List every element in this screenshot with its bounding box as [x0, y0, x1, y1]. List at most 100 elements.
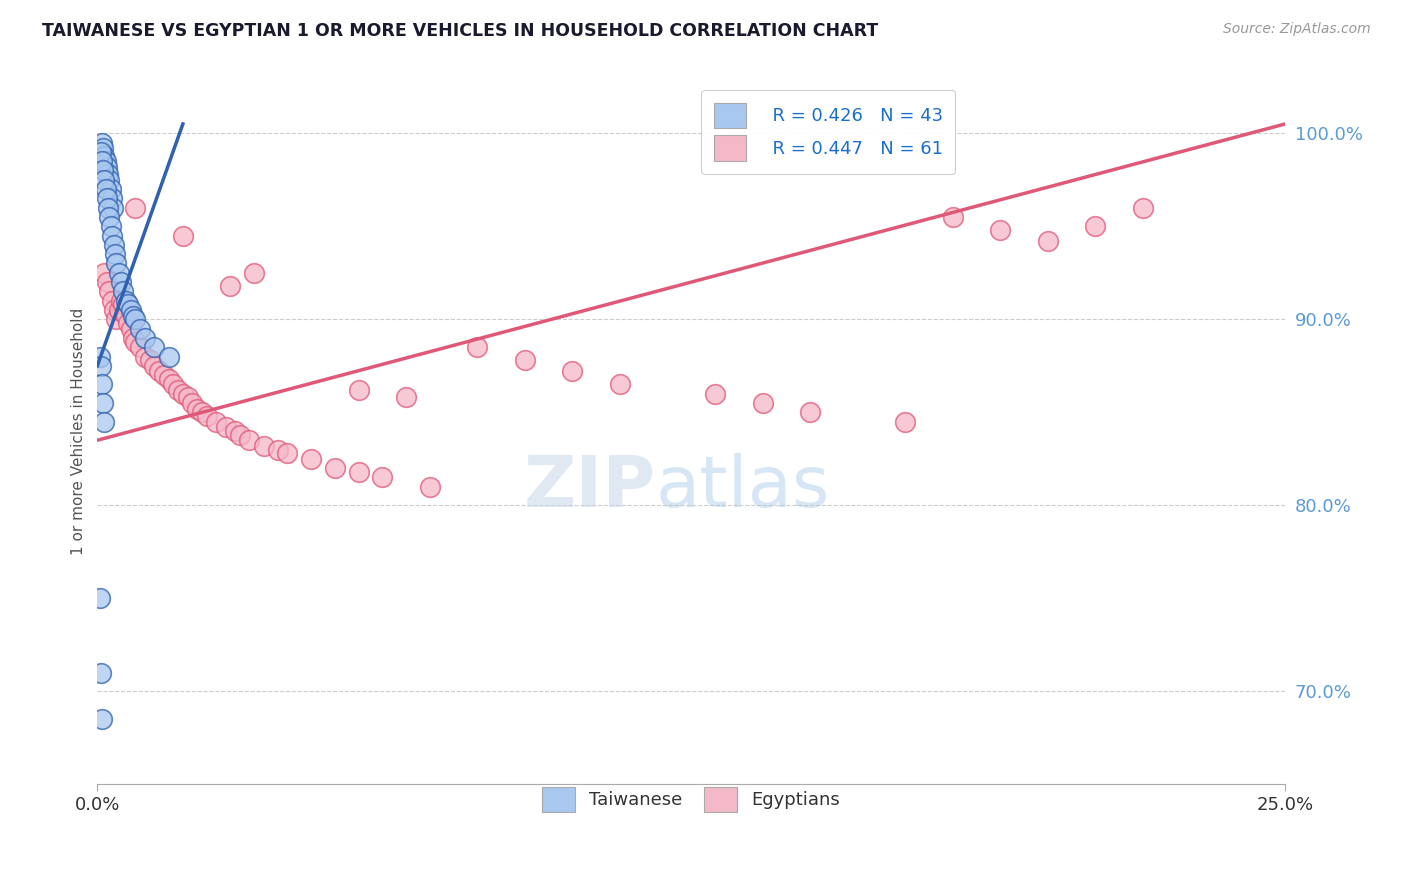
Point [219, 278, 242, 293]
Text: ZIP: ZIP [523, 453, 655, 522]
Point [94, 154, 117, 169]
Point [96, 191, 118, 205]
Point [371, 470, 394, 484]
Point [104, 247, 127, 261]
Y-axis label: 1 or more Vehicles in Household: 1 or more Vehicles in Household [72, 308, 86, 555]
Point [561, 364, 583, 378]
Point [276, 446, 298, 460]
Point [93, 415, 115, 429]
Point [93, 148, 115, 162]
Point [103, 303, 125, 318]
Point [162, 377, 184, 392]
Point [172, 228, 194, 243]
Point [153, 368, 176, 383]
Point [91, 163, 114, 178]
Point [238, 434, 260, 448]
Point [347, 383, 370, 397]
Point [1084, 219, 1107, 234]
Point [122, 309, 145, 323]
Point [100, 191, 122, 205]
Point [91, 136, 114, 150]
Point [609, 377, 631, 392]
Point [1132, 201, 1154, 215]
Point [101, 201, 124, 215]
Point [112, 285, 135, 299]
Point [98, 173, 121, 187]
Point [107, 303, 129, 318]
Point [96, 275, 118, 289]
Point [103, 238, 125, 252]
Point [115, 293, 138, 308]
Point [243, 266, 266, 280]
Point [115, 309, 138, 323]
Point [93, 266, 115, 280]
Point [94, 182, 117, 196]
Point [100, 219, 122, 234]
Point [129, 340, 152, 354]
Point [176, 391, 198, 405]
Point [157, 372, 180, 386]
Point [143, 359, 166, 373]
Point [98, 210, 121, 224]
Point [105, 256, 128, 270]
Point [267, 442, 290, 457]
Point [205, 415, 228, 429]
Point [799, 405, 821, 419]
Point [97, 167, 120, 181]
Point [96, 160, 118, 174]
Point [93, 173, 115, 187]
Point [98, 285, 121, 299]
Point [134, 350, 156, 364]
Point [91, 154, 114, 169]
Point [90, 359, 112, 373]
Point [419, 480, 441, 494]
Point [172, 386, 194, 401]
Point [117, 316, 139, 330]
Point [89, 350, 111, 364]
Point [186, 401, 208, 416]
Point [100, 182, 122, 196]
Point [110, 275, 132, 289]
Point [214, 420, 236, 434]
Point [100, 293, 122, 308]
Text: atlas: atlas [655, 453, 830, 522]
Point [191, 405, 214, 419]
Point [124, 312, 146, 326]
Point [134, 331, 156, 345]
Point [195, 409, 218, 423]
Point [1036, 234, 1059, 248]
Point [90, 665, 112, 680]
Point [894, 415, 917, 429]
Point [120, 303, 142, 318]
Legend: Taiwanese, Egyptians: Taiwanese, Egyptians [530, 774, 852, 825]
Point [181, 396, 204, 410]
Text: TAIWANESE VS EGYPTIAN 1 OR MORE VEHICLES IN HOUSEHOLD CORRELATION CHART: TAIWANESE VS EGYPTIAN 1 OR MORE VEHICLES… [42, 22, 879, 40]
Point [157, 350, 180, 364]
Point [91, 141, 114, 155]
Point [110, 293, 132, 308]
Point [347, 465, 370, 479]
Point [122, 331, 145, 345]
Point [105, 312, 128, 326]
Point [124, 201, 146, 215]
Text: Source: ZipAtlas.com: Source: ZipAtlas.com [1223, 22, 1371, 37]
Point [513, 353, 536, 368]
Point [167, 383, 190, 397]
Point [253, 439, 276, 453]
Point [89, 591, 111, 606]
Point [90, 145, 112, 159]
Point [117, 297, 139, 311]
Point [120, 321, 142, 335]
Point [224, 424, 246, 438]
Point [143, 340, 166, 354]
Point [704, 386, 727, 401]
Point [107, 266, 129, 280]
Point [129, 321, 152, 335]
Point [97, 201, 120, 215]
Point [751, 396, 773, 410]
Point [323, 461, 346, 475]
Point [138, 353, 160, 368]
Point [91, 396, 114, 410]
Point [100, 228, 122, 243]
Point [124, 334, 146, 349]
